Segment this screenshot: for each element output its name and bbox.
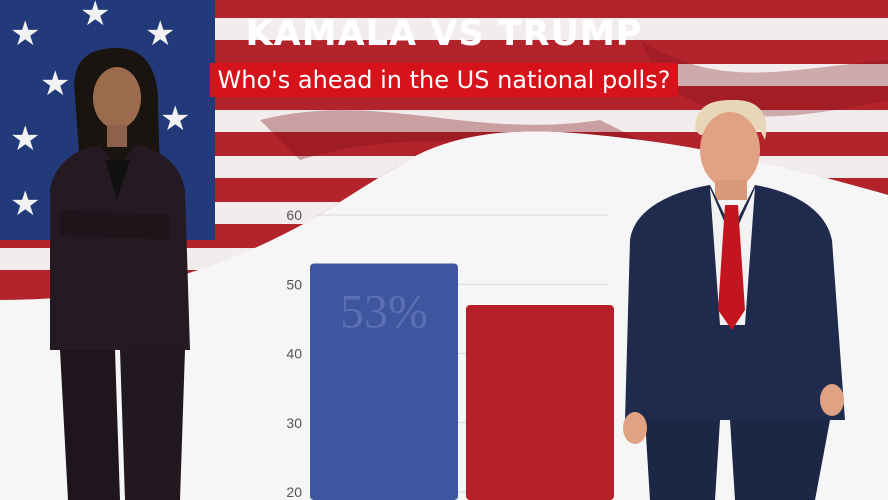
svg-text:★: ★ bbox=[145, 14, 175, 54]
svg-text:★: ★ bbox=[10, 119, 40, 159]
y-tick-label: 20 bbox=[286, 484, 302, 500]
y-tick-label: 50 bbox=[286, 276, 302, 292]
subtitle-container: Who's ahead in the US national polls? bbox=[0, 63, 888, 97]
bar-trump bbox=[466, 305, 614, 500]
page-title: KAMALA VS TRUMP bbox=[245, 14, 643, 54]
page-subtitle: Who's ahead in the US national polls? bbox=[209, 63, 679, 97]
data-label-harris: 53% bbox=[340, 285, 428, 338]
bars bbox=[310, 263, 614, 500]
poll-bar-chart: 20 30 40 50 60 53% bbox=[286, 207, 614, 500]
y-tick-label: 60 bbox=[286, 207, 302, 223]
harris-photo bbox=[50, 48, 190, 500]
svg-text:★: ★ bbox=[160, 99, 190, 139]
trump-photo bbox=[623, 100, 845, 500]
svg-text:★: ★ bbox=[10, 184, 40, 224]
y-axis-ticks: 20 30 40 50 60 bbox=[286, 207, 302, 500]
data-labels: 53% bbox=[340, 285, 428, 338]
svg-text:★: ★ bbox=[10, 14, 40, 54]
svg-text:★: ★ bbox=[80, 0, 110, 34]
y-tick-label: 40 bbox=[286, 346, 302, 362]
y-tick-label: 30 bbox=[286, 415, 302, 431]
svg-text:★: ★ bbox=[40, 64, 70, 104]
bar-harris bbox=[310, 263, 458, 500]
